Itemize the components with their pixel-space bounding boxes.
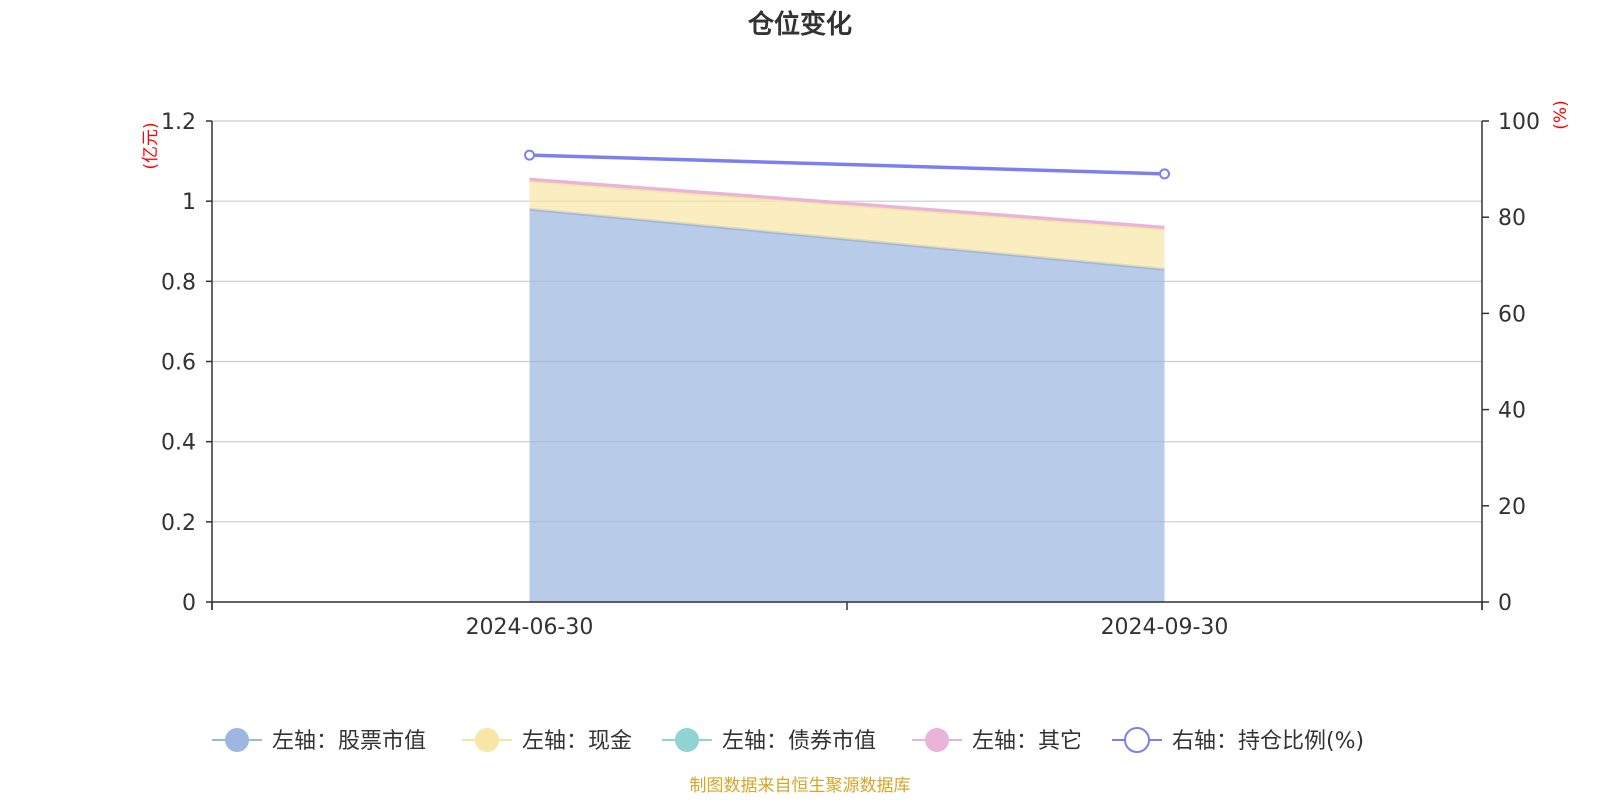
legend-label: 左轴：债券市值 [722, 729, 876, 754]
legend-label: 右轴：持仓比例(%) [1172, 729, 1364, 754]
right-tick-label: 0 [1498, 591, 1512, 616]
legend-label: 左轴：其它 [972, 729, 1082, 754]
legend-item: 左轴：其它 [912, 728, 1082, 754]
legend-marker [1124, 727, 1150, 753]
legend-marker [225, 728, 249, 752]
legend-item: 右轴：持仓比例(%) [1112, 727, 1364, 754]
line-4 [529, 153, 1165, 176]
right-tick-label: 80 [1498, 206, 1526, 231]
area-1 [529, 181, 1165, 270]
chart-title: 仓位变化 [747, 9, 852, 40]
legend-label: 左轴：股票市值 [272, 729, 426, 754]
legend-item: 左轴：股票市值 [212, 728, 426, 754]
area-line-3 [529, 177, 1165, 229]
legend-item: 左轴：债券市值 [662, 728, 876, 754]
right-tick-label: 20 [1498, 495, 1526, 520]
left-tick-label: 0.8 [161, 270, 196, 295]
left-axis-unit-label: (亿元) [141, 122, 161, 169]
x-tick-label: 2024-06-30 [466, 615, 594, 640]
right-axis-unit-label: (%) [1551, 100, 1571, 129]
legend-marker [475, 728, 499, 752]
right-tick-label: 60 [1498, 302, 1526, 327]
line-point-4 [524, 149, 535, 161]
legend-label: 左轴：现金 [522, 729, 632, 754]
left-tick-label: 1 [182, 190, 196, 215]
x-tick-label: 2024-09-30 [1101, 615, 1229, 640]
left-tick-label: 0.6 [161, 351, 196, 376]
right-tick-label: 100 [1498, 110, 1540, 135]
left-tick-label: 1.2 [161, 110, 196, 135]
left-tick-label: 0.4 [161, 431, 196, 456]
area-0 [529, 209, 1165, 602]
left-tick-label: 0 [182, 591, 196, 616]
legend-item: 左轴：现金 [462, 728, 632, 754]
legend-marker [675, 728, 699, 752]
left-tick-label: 0.2 [161, 511, 196, 536]
source-note: 制图数据来自恒生聚源数据库 [690, 776, 911, 796]
legend-marker [925, 728, 949, 752]
right-tick-label: 40 [1498, 399, 1526, 424]
line-point-4 [1159, 168, 1170, 180]
